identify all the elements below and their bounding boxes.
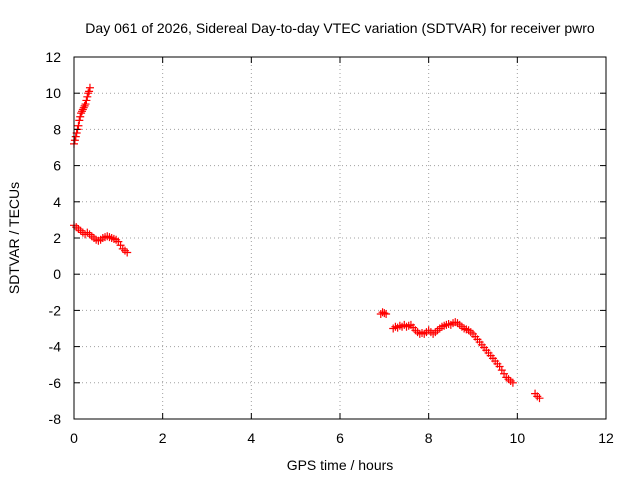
x-tick-label: 8 bbox=[425, 430, 433, 446]
data-point bbox=[78, 105, 87, 114]
tick-labels: 0 2 4 6 8 10 12 -8 -6 -4 -2 0 2 4 6 8 10 12 bbox=[45, 49, 614, 446]
grid-lines bbox=[74, 57, 606, 419]
data-point bbox=[382, 310, 391, 319]
data-point bbox=[75, 116, 84, 125]
data-point bbox=[84, 89, 93, 98]
y-tick-label: 4 bbox=[53, 194, 61, 210]
y-tick-label: -6 bbox=[49, 375, 62, 391]
data-point bbox=[74, 121, 83, 130]
data-points bbox=[70, 83, 544, 403]
y-tick-label: 0 bbox=[53, 266, 61, 282]
axis-ticks bbox=[73, 56, 607, 420]
data-point bbox=[77, 109, 86, 118]
x-axis-label: GPS time / hours bbox=[287, 457, 394, 473]
y-tick-label: -2 bbox=[49, 302, 62, 318]
data-point bbox=[85, 87, 94, 96]
data-point bbox=[71, 132, 80, 141]
data-point bbox=[70, 136, 79, 145]
x-tick-label: 4 bbox=[247, 430, 255, 446]
y-tick-label: 2 bbox=[53, 230, 61, 246]
data-point bbox=[85, 83, 94, 92]
y-tick-label: 6 bbox=[53, 158, 61, 174]
data-point bbox=[82, 96, 91, 105]
y-axis-label: SDTVAR / TECUs bbox=[6, 182, 22, 294]
data-point bbox=[123, 248, 132, 257]
x-tick-label: 12 bbox=[598, 430, 614, 446]
data-point bbox=[508, 378, 517, 387]
data-point bbox=[80, 101, 89, 110]
data-point bbox=[378, 308, 387, 317]
data-point bbox=[81, 100, 90, 109]
data-point bbox=[76, 112, 85, 121]
data-point bbox=[83, 92, 92, 101]
x-tick-label: 0 bbox=[70, 430, 78, 446]
y-tick-label: 8 bbox=[53, 121, 61, 137]
y-tick-label: 12 bbox=[45, 49, 61, 65]
data-point bbox=[535, 394, 544, 403]
data-point bbox=[77, 107, 86, 116]
x-tick-label: 2 bbox=[159, 430, 167, 446]
y-tick-label: -8 bbox=[49, 411, 62, 427]
x-tick-label: 6 bbox=[336, 430, 344, 446]
data-point bbox=[380, 309, 389, 318]
y-tick-label: 10 bbox=[45, 85, 61, 101]
y-tick-label: -4 bbox=[49, 339, 62, 355]
chart-title: Day 061 of 2026, Sidereal Day-to-day VTE… bbox=[85, 20, 595, 36]
data-point bbox=[79, 103, 88, 112]
x-tick-label: 10 bbox=[510, 430, 526, 446]
